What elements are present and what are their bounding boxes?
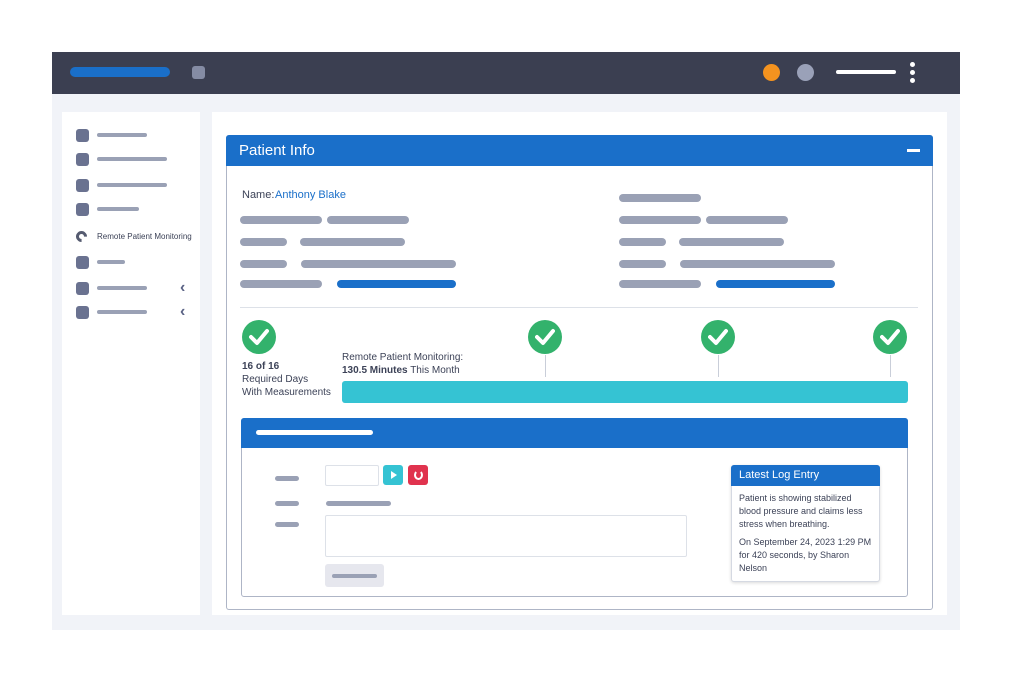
time-log-header [241,418,908,448]
check-circle-icon [528,320,562,354]
log-entry-body: Patient is showing stabilized blood pres… [739,493,863,529]
rpm-progress-fill [342,381,908,403]
rpm-minutes: 130.5 Minutes This Month [342,364,460,377]
more-menu-icon[interactable] [910,62,916,84]
reset-button[interactable] [408,465,428,485]
play-icon [391,471,397,479]
collapse-icon[interactable] [907,149,920,152]
log-entry-header: Latest Log Entry [731,465,880,486]
rpm-label: Remote Patient Monitoring: [342,352,464,363]
log-entry-meta: On September 24, 2023 1:29 PM for 420 se… [739,537,872,573]
chevron-left-icon[interactable]: ‹ [180,279,186,296]
required-days-label: Required Days [242,374,309,385]
milestone-tick [545,355,546,377]
required-days-count: 16 of 16 [242,361,280,372]
rpm-minutes-value: 130.5 Minutes [342,365,408,376]
sidebar-item-label: Remote Patient Monitoring [97,232,192,241]
notification-icon[interactable] [763,64,780,81]
patient-name-link[interactable]: Anthony Blake [275,189,346,201]
latest-log-entry-card: Latest Log Entry Patient is showing stab… [731,465,880,582]
check-circle-icon [701,320,735,354]
sidebar: Remote Patient Monitoring ‹ ‹ [62,112,200,615]
check-circle-icon [873,320,907,354]
header-title-placeholder [256,430,373,435]
rpm-suffix: This Month [410,365,460,376]
reset-icon [414,470,423,480]
save-button[interactable] [325,564,384,587]
user-avatar[interactable] [797,64,814,81]
user-name-placeholder [836,70,896,74]
top-bar [52,52,960,94]
required-days-label-2: With Measurements [242,387,331,398]
satellite-dish-icon [73,228,90,245]
rpm-progress-track [342,381,908,403]
check-circle-icon [242,320,276,354]
patient-name-label: Name: [242,189,275,201]
notes-textarea[interactable] [325,515,687,557]
home-icon[interactable] [192,66,205,79]
milestone-tick [890,355,891,377]
timer-input[interactable] [325,465,379,486]
link-placeholder[interactable] [716,280,835,288]
log-entry-title: Latest Log Entry [739,469,820,481]
patient-info-header: Patient Info [226,135,933,166]
card-title: Patient Info [239,142,315,159]
chevron-left-icon[interactable]: ‹ [180,303,186,320]
divider [240,307,918,308]
play-button[interactable] [383,465,403,485]
app-logo[interactable] [70,67,170,77]
milestone-tick [718,355,719,377]
link-placeholder[interactable] [337,280,456,288]
